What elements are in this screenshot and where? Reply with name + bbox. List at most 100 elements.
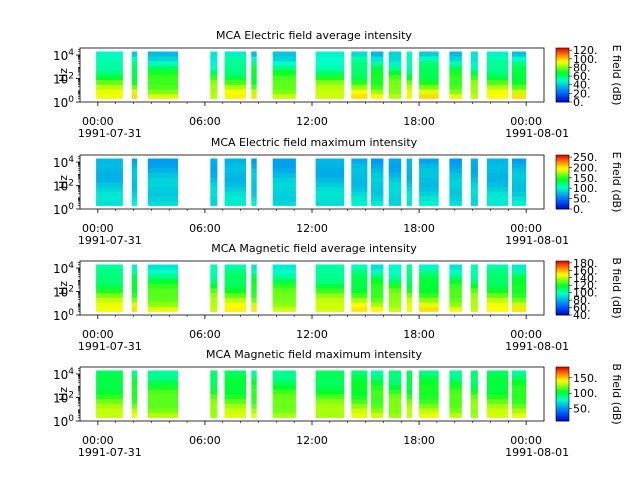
colorbar-segment: [556, 383, 569, 385]
spectrogram-cell: [419, 283, 439, 289]
spectrogram-cell: [406, 412, 412, 418]
colorbar-segment: [556, 312, 569, 315]
colorbar-segment: [556, 412, 569, 415]
colorbar-segment: [556, 92, 569, 95]
colorbar-segment: [556, 385, 569, 388]
colorbar-segment: [556, 200, 569, 203]
x-tick-label: 18:00: [403, 115, 435, 128]
colorbar-segment: [556, 418, 569, 421]
spectrogram-cell: [470, 177, 478, 183]
spectrogram-cell: [511, 288, 527, 294]
spectrogram-cell: [272, 389, 296, 395]
spectrogram-cell: [419, 306, 439, 312]
spectrogram-cell: [224, 182, 246, 188]
colorbar-segment: [556, 373, 569, 376]
spectrogram-cell: [470, 269, 478, 275]
spectrogram-cell: [419, 177, 439, 183]
spectrogram-cell: [272, 186, 296, 192]
spectrogram-cell: [131, 93, 138, 99]
colorbar-segment: [556, 91, 569, 93]
spectrogram-cell: [351, 264, 368, 270]
spectrogram-cell: [449, 394, 462, 400]
colorbar-segment: [556, 285, 569, 288]
colorbar-tick-label: 80.: [573, 61, 591, 74]
spectrogram-cell: [315, 273, 345, 279]
spectrogram-cell: [406, 177, 412, 183]
spectrogram-cell: [511, 51, 527, 57]
spectrogram-cell: [486, 177, 509, 183]
spectrogram-cell: [511, 65, 527, 71]
spectrogram-cell: [272, 264, 296, 270]
spectrogram-cell: [224, 292, 246, 298]
spectrogram-cell: [370, 84, 384, 90]
spectrogram-cell: [351, 306, 368, 312]
colorbar-segment: [556, 375, 569, 377]
colorbar-segment: [556, 187, 569, 190]
spectrogram-cell: [272, 172, 296, 178]
spectrogram-cell: [370, 370, 384, 376]
spectrogram-cell: [224, 89, 246, 95]
spectrogram-cell: [315, 403, 345, 409]
colorbar-segment: [556, 376, 569, 379]
panel-title: MCA Electric field maximum intensity: [211, 136, 418, 149]
panel-title: MCA Magnetic field average intensity: [211, 242, 417, 255]
spectrogram-cell: [370, 273, 384, 279]
spectrogram-cell: [470, 306, 478, 312]
spectrogram-cell: [147, 89, 179, 95]
colorbar-segment: [556, 96, 569, 99]
spectrogram-cell: [406, 84, 412, 90]
spectrogram-cell: [131, 56, 138, 62]
spectrogram-cell: [388, 389, 402, 395]
spectrogram-cell: [486, 65, 509, 71]
colorbar-segment: [556, 415, 569, 418]
spectrogram-cell: [96, 186, 123, 192]
colorbar-tick-label: 80.: [573, 294, 591, 307]
spectrogram-cell: [251, 200, 257, 206]
spectrogram-cell: [251, 292, 257, 298]
spectrogram-cell: [370, 200, 384, 206]
spectrogram-cell: [388, 398, 402, 404]
y-tick-label: 102: [53, 72, 74, 87]
spectrogram-cell: [388, 158, 402, 164]
spectrogram-cell: [388, 51, 402, 57]
spectrogram-cell: [147, 51, 179, 57]
spectrogram-cell: [131, 84, 138, 90]
y-axis-label: Hz: [57, 68, 70, 82]
spectrogram-cell: [224, 394, 246, 400]
spectrogram-cell: [388, 79, 402, 85]
spectrogram-cell: [449, 283, 462, 289]
spectrogram-cell: [388, 200, 402, 206]
colorbar-segment: [556, 99, 569, 102]
colorbar-segment: [556, 408, 569, 411]
spectrogram-cell: [388, 75, 402, 81]
spectrogram-cell: [370, 297, 384, 303]
colorbar-segment: [556, 72, 569, 75]
date-start-label: 1991-07-31: [78, 127, 142, 140]
spectrogram-cell: [131, 60, 138, 66]
spectrogram-cell: [272, 75, 296, 81]
colorbar-segment: [556, 290, 569, 293]
colorbar-tick-label: 180.: [573, 257, 598, 270]
spectrogram-cell: [96, 79, 123, 85]
spectrogram-cell: [486, 158, 509, 164]
spectrogram-cell: [511, 269, 527, 275]
spectrogram-cell: [449, 51, 462, 57]
spectrogram-cell: [406, 370, 412, 376]
spectrogram-cell: [224, 158, 246, 164]
colorbar-segment: [556, 410, 569, 412]
colorbar-segment: [556, 167, 569, 169]
spectrogram-cell: [251, 79, 257, 85]
spectrogram-cell: [370, 398, 384, 404]
spectrogram-cell: [406, 196, 412, 202]
y-tick-label: 104: [53, 261, 74, 276]
spectrogram-cell: [449, 191, 462, 197]
spectrogram-cell: [210, 75, 218, 81]
spectrogram-cell: [388, 167, 402, 173]
spectrogram-cell: [96, 370, 123, 376]
colorbar-segment: [556, 206, 569, 209]
spectrogram-cell: [251, 408, 257, 414]
spectrogram-cell: [251, 264, 257, 270]
spectrogram-cell: [147, 75, 179, 81]
colorbar-segment: [556, 270, 569, 273]
colorbar-tick-label: 40.: [573, 79, 591, 92]
